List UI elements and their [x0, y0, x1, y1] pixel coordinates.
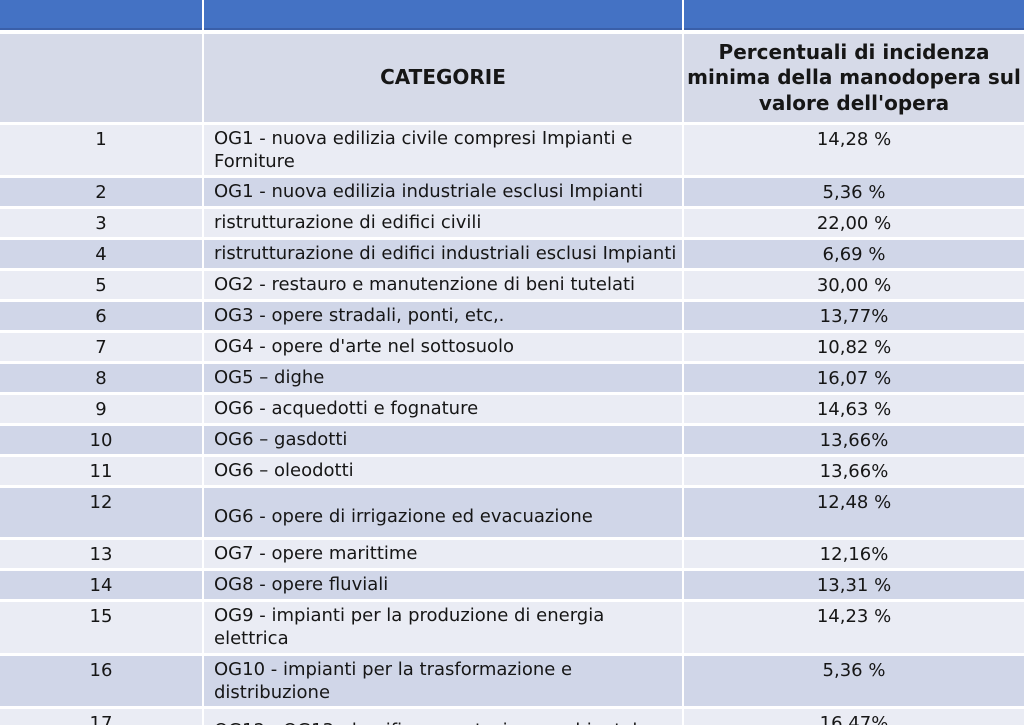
- row-number: 14: [0, 569, 204, 603]
- percentage-column-header: Percentuali di incidenza minima della ma…: [683, 32, 1024, 125]
- row-percentage: 13,66%: [683, 455, 1024, 489]
- table-row: 10 OG6 – gasdotti 13,66%: [0, 424, 1024, 458]
- row-number: 4: [0, 238, 204, 272]
- table-body: 1 OG1 - nuova edilizia civile compresi I…: [0, 123, 1024, 725]
- table-row: 5 OG2 - restauro e manutenzione di beni …: [0, 269, 1024, 303]
- row-number: 15: [0, 600, 204, 656]
- table-row: 2 OG1 - nuova edilizia industriale esclu…: [0, 176, 1024, 210]
- row-percentage: 13,66%: [683, 424, 1024, 458]
- row-percentage: 6,69 %: [683, 238, 1024, 272]
- row-category: OG6 – oleodotti: [203, 455, 684, 489]
- row-number: 9: [0, 393, 204, 427]
- row-category: OG10 - impianti per la trasformazione e …: [203, 654, 684, 709]
- row-category: OG5 – dighe: [203, 362, 684, 396]
- row-category: OG6 – gasdotti: [203, 424, 684, 458]
- row-category: OG8 - opere fluviali: [203, 569, 684, 603]
- table-row: 3 ristrutturazione di edifici civili 22,…: [0, 207, 1024, 241]
- row-category: OG4 - opere d'arte nel sottosuolo: [203, 331, 684, 365]
- table-row: 9 OG6 - acquedotti e fognature 14,63 %: [0, 393, 1024, 427]
- row-category: OG1 - nuova edilizia industriale esclusi…: [203, 176, 684, 210]
- row-number: 7: [0, 331, 204, 365]
- banner-cell-number: [0, 0, 204, 34]
- number-column-header: [0, 32, 204, 125]
- row-category: OG3 - opere stradali, ponti, etc,.: [203, 300, 684, 334]
- row-category: OG2 - restauro e manutenzione di beni tu…: [203, 269, 684, 303]
- row-category: OG12 - OG13 - bonifica e protezione ambi…: [203, 707, 684, 725]
- banner-cell-category: [203, 0, 684, 34]
- row-number: 1: [0, 123, 204, 179]
- row-percentage: 14,28 %: [683, 123, 1024, 179]
- row-category: OG7 - opere marittime: [203, 538, 684, 572]
- row-percentage: 14,23 %: [683, 600, 1024, 656]
- row-number: 17: [0, 707, 204, 725]
- row-number: 3: [0, 207, 204, 241]
- row-category: OG6 - opere di irrigazione ed evacuazion…: [203, 486, 684, 541]
- top-banner-row: [0, 0, 1024, 34]
- row-number: 10: [0, 424, 204, 458]
- row-number: 16: [0, 654, 204, 709]
- row-number: 5: [0, 269, 204, 303]
- row-number: 13: [0, 538, 204, 572]
- row-number: 11: [0, 455, 204, 489]
- row-percentage: 12,48 %: [683, 486, 1024, 541]
- table-row: 4 ristrutturazione di edifici industrial…: [0, 238, 1024, 272]
- row-number: 8: [0, 362, 204, 396]
- row-percentage: 5,36 %: [683, 176, 1024, 210]
- row-category: OG6 - acquedotti e fognature: [203, 393, 684, 427]
- table-row: 6 OG3 - opere stradali, ponti, etc,. 13,…: [0, 300, 1024, 334]
- table-head: CATEGORIE Percentuali di incidenza minim…: [0, 0, 1024, 125]
- row-category: ristrutturazione di edifici civili: [203, 207, 684, 241]
- row-percentage: 12,16%: [683, 538, 1024, 572]
- table-row: 17 OG12 - OG13 - bonifica e protezione a…: [0, 707, 1024, 725]
- row-number: 12: [0, 486, 204, 541]
- row-percentage: 16,07 %: [683, 362, 1024, 396]
- table-row: 11 OG6 – oleodotti 13,66%: [0, 455, 1024, 489]
- table-row: 15 OG9 - impianti per la produzione di e…: [0, 600, 1024, 656]
- row-category: OG1 - nuova edilizia civile compresi Imp…: [203, 123, 684, 179]
- row-percentage: 10,82 %: [683, 331, 1024, 365]
- row-category: OG9 - impianti per la produzione di ener…: [203, 600, 684, 656]
- row-percentage: 14,63 %: [683, 393, 1024, 427]
- row-number: 2: [0, 176, 204, 210]
- row-percentage: 13,77%: [683, 300, 1024, 334]
- table-row: 13 OG7 - opere marittime 12,16%: [0, 538, 1024, 572]
- table-row: 8 OG5 – dighe 16,07 %: [0, 362, 1024, 396]
- table-row: 16 OG10 - impianti per la trasformazione…: [0, 654, 1024, 709]
- row-percentage: 13,31 %: [683, 569, 1024, 603]
- table-row: 14 OG8 - opere fluviali 13,31 %: [0, 569, 1024, 603]
- row-category: ristrutturazione di edifici industriali …: [203, 238, 684, 272]
- row-percentage: 30,00 %: [683, 269, 1024, 303]
- row-number: 6: [0, 300, 204, 334]
- banner-cell-percentage: [683, 0, 1024, 34]
- row-percentage: 5,36 %: [683, 654, 1024, 709]
- table-row: 1 OG1 - nuova edilizia civile compresi I…: [0, 123, 1024, 179]
- column-header-row: CATEGORIE Percentuali di incidenza minim…: [0, 32, 1024, 125]
- table-row: 7 OG4 - opere d'arte nel sottosuolo 10,8…: [0, 331, 1024, 365]
- row-percentage: 16,47%: [683, 707, 1024, 725]
- category-column-header: CATEGORIE: [203, 32, 684, 125]
- table-row: 12 OG6 - opere di irrigazione ed evacuaz…: [0, 486, 1024, 541]
- row-percentage: 22,00 %: [683, 207, 1024, 241]
